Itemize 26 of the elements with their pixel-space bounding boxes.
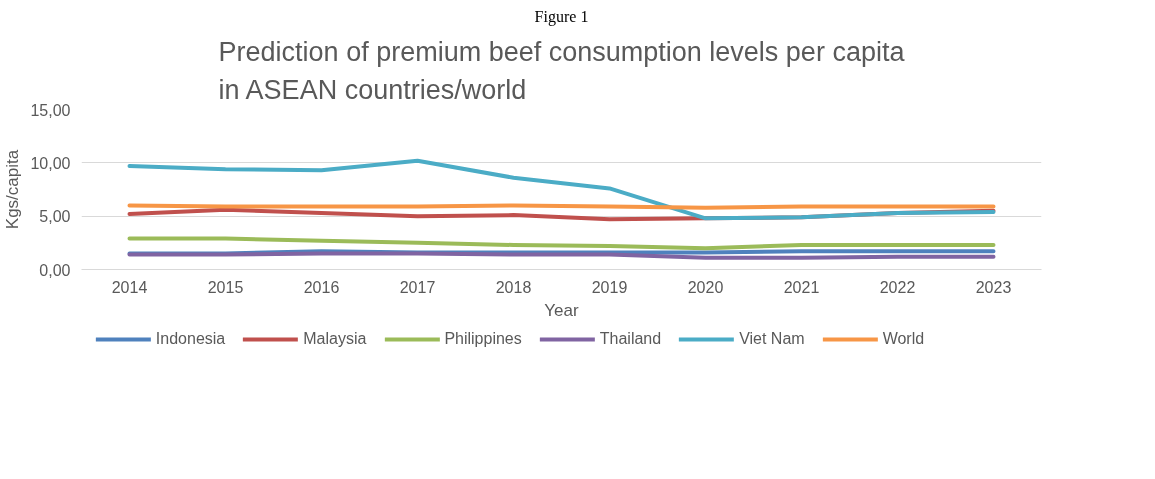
y-tick-label: 15,00 bbox=[30, 101, 71, 119]
x-tick-label: 2014 bbox=[111, 278, 148, 296]
chart-title: Prediction of premium beef consumption levels per capita in ASEAN countries/world bbox=[218, 37, 906, 105]
x-tick-label: 2018 bbox=[495, 278, 532, 296]
line-series bbox=[127, 158, 996, 221]
legend-label: Malaysia bbox=[303, 330, 367, 348]
y-tick-label: 0,00 bbox=[39, 261, 71, 279]
legend-label: Indonesia bbox=[155, 330, 226, 348]
x-tick-label: 2021 bbox=[783, 278, 820, 296]
x-tick-label: 2019 bbox=[591, 278, 628, 296]
legend-label: World bbox=[882, 330, 925, 348]
x-axis-title: Year bbox=[544, 300, 580, 320]
legend-label: Viet Nam bbox=[739, 330, 805, 348]
y-tick-label: 10,00 bbox=[30, 154, 71, 172]
y-axis-title: Kgs/capita bbox=[3, 149, 23, 230]
x-tick-label: 2016 bbox=[303, 278, 340, 296]
x-tick-label: 2017 bbox=[399, 278, 436, 296]
x-tick-label: 2020 bbox=[687, 278, 724, 296]
x-tick-label: 2023 bbox=[975, 278, 1012, 296]
caption: Figure 1 bbox=[534, 7, 589, 26]
y-tick-label: 5,00 bbox=[39, 208, 71, 226]
x-tick-label: 2015 bbox=[207, 278, 244, 296]
legend-label: Thailand bbox=[599, 330, 662, 348]
legend-label: Philippines bbox=[444, 330, 522, 348]
line-series bbox=[127, 236, 996, 251]
x-tick-label: 2022 bbox=[879, 278, 916, 296]
